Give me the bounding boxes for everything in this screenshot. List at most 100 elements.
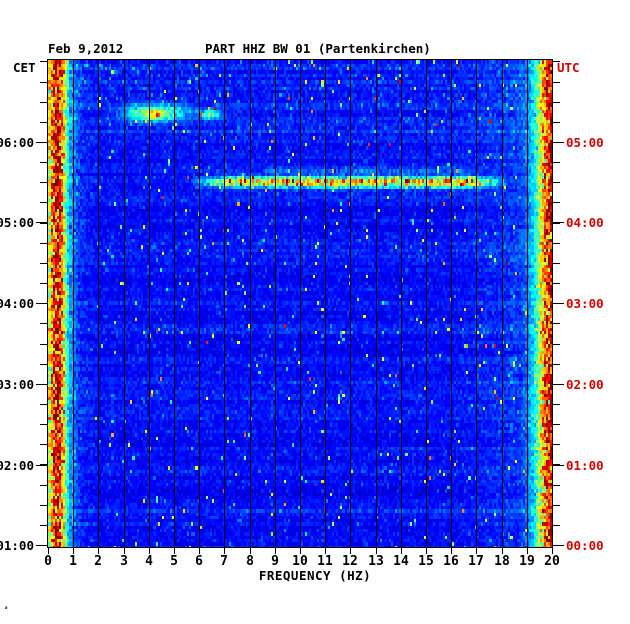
x-axis-tick-label: 10 [292,554,308,569]
right-axis-major-tick [552,465,564,466]
x-axis-tick-label: 13 [368,554,384,569]
left-axis-minor-tick [40,404,48,405]
left-axis-minor-tick [40,283,48,284]
right-axis-major-tick [552,303,564,304]
x-axis-tick-label: 20 [544,554,560,569]
right-axis-tick-label: 04:00 [566,215,604,230]
left-axis-minor-tick [40,61,48,62]
x-axis-tick [502,547,503,554]
right-axis-minor-tick [552,61,560,62]
x-axis-tick [199,547,200,554]
left-axis-minor-tick [40,122,48,123]
right-axis-minor-tick [552,344,560,345]
x-axis-tick [250,547,251,554]
x-axis-tick-label: 2 [94,554,102,569]
right-axis-tick-label: 05:00 [566,135,604,150]
x-axis-tick-label: 14 [393,554,409,569]
left-axis-minor-tick [40,505,48,506]
left-axis-major-tick [36,222,48,223]
left-axis-minor-tick [40,444,48,445]
x-axis-title: FREQUENCY (HZ) [258,568,372,583]
x-axis-tick-label: 15 [418,554,434,569]
x-axis-tick-label: 18 [494,554,510,569]
left-axis-tick-label: 03:00 [0,377,34,392]
left-axis-minor-tick [40,344,48,345]
right-axis-minor-tick [552,283,560,284]
left-axis-minor-tick [40,364,48,365]
right-axis-minor-tick [552,102,560,103]
x-axis-tick [275,547,276,554]
right-axis-minor-tick [552,505,560,506]
left-axis-tick-label: 04:00 [0,296,34,311]
left-axis-minor-tick [40,162,48,163]
right-axis-minor-tick [552,404,560,405]
x-axis-tick [552,547,553,554]
x-axis-tick [476,547,477,554]
x-axis-tick-label: 1 [69,554,77,569]
x-axis-tick [149,547,150,554]
right-axis-minor-tick [552,263,560,264]
left-axis-tick-label: 06:00 [0,135,34,150]
right-axis-minor-tick [552,485,560,486]
x-axis-tick [401,547,402,554]
x-axis-tick-label: 11 [317,554,333,569]
left-axis-minor-tick [40,202,48,203]
x-axis-tick [451,547,452,554]
left-axis-major-tick [36,303,48,304]
right-axis-minor-tick [552,182,560,183]
x-axis-tick-label: 0 [44,554,52,569]
right-axis-tick-label: 01:00 [566,458,604,473]
x-axis-tick-label: 16 [443,554,459,569]
plot-frame-top [47,59,553,60]
right-axis-minor-tick [552,202,560,203]
left-axis-minor-tick [40,485,48,486]
plot-date-label: Feb 9,2012 [48,41,124,56]
left-axis-minor-tick [40,102,48,103]
left-axis-minor-tick [40,182,48,183]
right-axis-minor-tick [552,424,560,425]
x-axis-tick [124,547,125,554]
x-axis-tick-label: 12 [342,554,358,569]
left-axis-minor-tick [40,464,48,465]
right-axis-major-tick [552,545,564,546]
corner-artifact-glyph: ₐ [4,603,9,611]
right-axis-major-tick [552,142,564,143]
left-axis-timezone-label: CET [13,60,36,75]
left-axis-major-tick [36,142,48,143]
x-axis-tick [325,547,326,554]
x-axis-tick [300,547,301,554]
x-axis-tick-label: 19 [519,554,535,569]
x-axis-tick [350,547,351,554]
x-axis-tick [527,547,528,554]
x-axis-tick [48,547,49,554]
left-axis-minor-tick [40,243,48,244]
spectrogram-canvas [48,60,552,547]
x-axis-tick-label: 17 [468,554,484,569]
right-axis-minor-tick [552,464,560,465]
left-axis-minor-tick [40,525,48,526]
right-axis-major-tick [552,384,564,385]
right-axis-minor-tick [552,162,560,163]
left-axis-tick-label: 05:00 [0,215,34,230]
left-axis-minor-tick [40,223,48,224]
x-axis-tick-label: 3 [120,554,128,569]
right-axis-timezone-label: UTC [557,60,580,75]
left-axis-minor-tick [40,424,48,425]
left-axis-tick-label: 02:00 [0,458,34,473]
right-axis-minor-tick [552,444,560,445]
left-axis-major-tick [36,465,48,466]
left-axis-minor-tick [40,82,48,83]
left-axis-minor-tick [40,323,48,324]
x-axis-tick-label: 9 [271,554,279,569]
right-axis-major-tick [552,222,564,223]
x-axis-tick-label: 6 [195,554,203,569]
x-axis-tick-label: 8 [246,554,254,569]
right-axis-tick-label: 02:00 [566,377,604,392]
left-axis-major-tick [36,384,48,385]
x-axis-tick [98,547,99,554]
right-axis-minor-tick [552,82,560,83]
x-axis-tick [224,547,225,554]
x-axis-tick-label: 4 [145,554,153,569]
left-axis-major-tick [36,545,48,546]
